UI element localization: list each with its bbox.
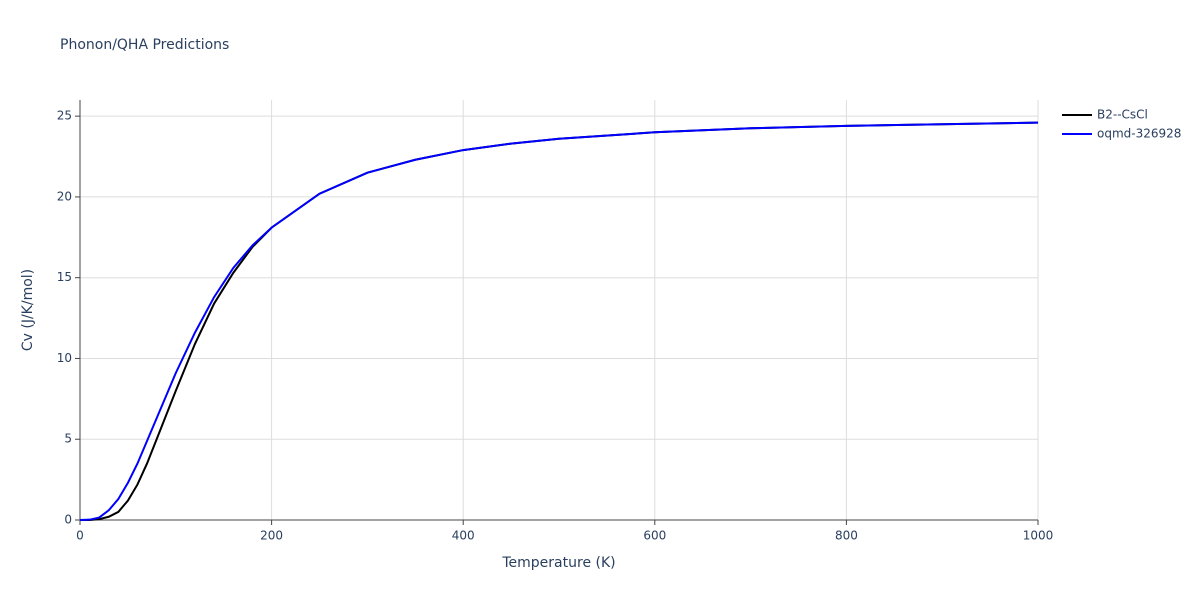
x-tick-label: 600 — [643, 529, 666, 543]
y-tick-label: 5 — [64, 432, 72, 446]
y-tick-label: 15 — [57, 270, 72, 284]
y-axis-title: Cv (J/K/mol) — [20, 269, 36, 351]
y-tick-label: 20 — [57, 189, 72, 203]
x-axis-title: Temperature (K) — [501, 555, 615, 571]
x-tick-label: 0 — [76, 529, 84, 543]
x-tick-label: 800 — [835, 529, 858, 543]
y-tick-label: 25 — [57, 109, 72, 123]
x-tick-label: 400 — [452, 529, 475, 543]
y-tick-label: 0 — [64, 513, 72, 527]
series-line — [79, 121, 1039, 521]
x-tick-label: 1000 — [1023, 529, 1054, 543]
y-tick-label: 10 — [57, 351, 72, 365]
x-tick-label: 200 — [260, 529, 283, 543]
legend-label: oqmd-326928 — [1097, 127, 1181, 141]
chart-title: Phonon/QHA Predictions — [60, 37, 229, 53]
legend-label: B2--CsCl — [1097, 108, 1148, 122]
series-line — [80, 121, 1039, 521]
